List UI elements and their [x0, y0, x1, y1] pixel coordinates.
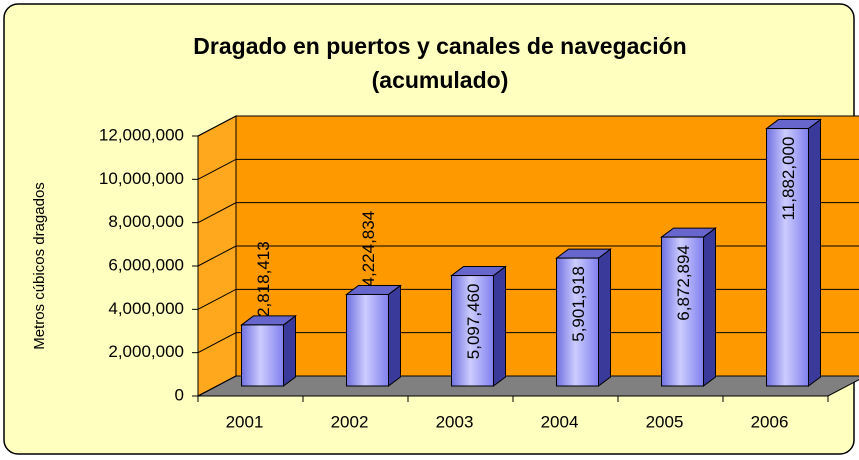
data-label: 11,882,000 [779, 137, 798, 221]
bar [556, 257, 599, 387]
y-tick-label: 4,000,000 [108, 299, 184, 318]
y-tick-label: 12,000,000 [99, 125, 184, 144]
x-tick-label: 2003 [436, 412, 474, 431]
data-label: 4,224,834 [359, 211, 378, 287]
y-tick-label: 8,000,000 [108, 212, 184, 231]
data-label: 6,872,894 [674, 245, 693, 321]
y-tick-label: 0 [175, 385, 184, 404]
chart-title: Dragado en puertos y canales de navegaci… [193, 33, 686, 59]
x-tick-label: 2005 [646, 412, 684, 431]
bar-side [598, 248, 611, 387]
grid-line [197, 375, 859, 397]
y-axis-title: Metros cúbicos dragados [31, 182, 48, 350]
bar [346, 293, 389, 387]
grid-line [197, 332, 859, 354]
grid-line [197, 245, 859, 267]
bar [661, 236, 704, 387]
grid-line [197, 115, 859, 137]
grid-line [197, 202, 859, 224]
y-tick-label: 2,000,000 [108, 342, 184, 361]
floor [197, 375, 859, 397]
bar-side [493, 265, 506, 387]
x-tick-label: 2006 [751, 412, 789, 431]
y-tick-label: 10,000,000 [99, 169, 184, 188]
y-tick-label: 6,000,000 [108, 255, 184, 274]
grid-line [197, 288, 859, 310]
x-tick-label: 2001 [226, 412, 264, 431]
bar [766, 128, 809, 387]
x-tick-label: 2002 [331, 412, 369, 431]
bar-side [283, 314, 296, 387]
grid-line [197, 158, 859, 180]
bar-side [388, 284, 401, 387]
data-label: 5,097,460 [464, 284, 483, 360]
data-label: 5,901,918 [569, 266, 588, 342]
x-tick-label: 2004 [541, 412, 579, 431]
bar-side [703, 227, 716, 387]
bar-side [808, 118, 821, 387]
bar [241, 324, 284, 387]
bar [451, 275, 494, 387]
chart-title: (acumulado) [372, 67, 509, 93]
data-label: 2,818,413 [254, 241, 273, 317]
